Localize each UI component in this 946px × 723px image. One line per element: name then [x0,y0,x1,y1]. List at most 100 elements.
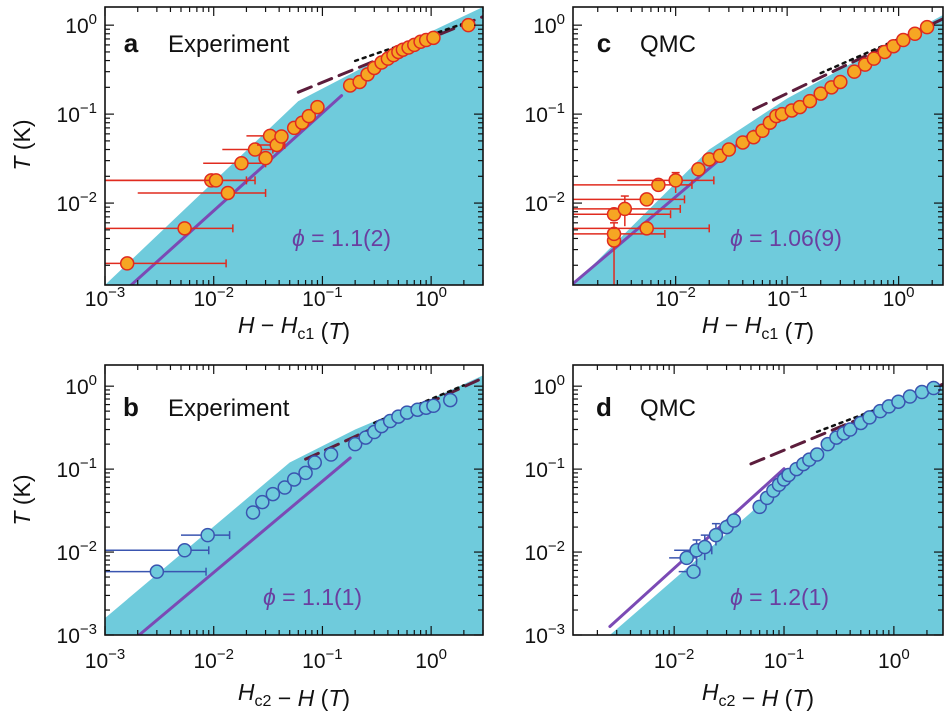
data-point [443,392,458,408]
plot-frame [572,364,944,636]
data-point [234,156,249,171]
data-point [833,74,848,90]
x-tick-label: 10−3 [85,646,125,673]
y-tick-label: 100 [533,372,565,399]
data-point [149,564,165,579]
data-point [119,256,135,271]
phi-exponent-label: ϕ = 1.2(1) [730,584,829,610]
y-tick-label: 10−1 [525,100,565,127]
x-axis-label: Hc2 − H (T) [238,679,350,711]
tick-marks [104,365,484,636]
y-tick-label: 10−2 [57,189,97,216]
y-tick-label: 10−3 [525,621,565,648]
data-point [919,19,935,35]
panel-title: QMC [640,31,696,58]
y-tick-label: 10−1 [57,100,97,127]
data-point [813,86,828,101]
data-point [177,543,192,558]
data-point [255,494,270,510]
tick-marks [573,7,943,285]
plot-area [608,380,943,635]
y-tick-label: 100 [65,11,97,38]
x-tick-label: 10−2 [193,284,233,311]
data-point [301,108,317,124]
data-point [247,142,263,157]
data-point [177,221,192,236]
data-point [639,192,654,207]
y-tick-label: 100 [533,11,565,38]
data-point [866,51,882,66]
data-point [307,455,322,470]
data-point [461,17,476,33]
x-tick-label: 10−2 [193,646,233,673]
data-point [726,513,742,528]
y-tick-label: 10−2 [525,538,565,565]
x-tick-label: 10−1 [302,646,342,673]
y-axis-label: T (K) [9,474,35,525]
data-point [847,64,862,79]
data-point [691,162,706,177]
data-point [617,201,633,217]
x-tick-label: 100 [415,284,447,311]
data-point [721,142,737,157]
x-tick-label: 10−1 [764,646,804,673]
data-point [274,129,289,144]
data-point [220,185,236,201]
plot-area [105,7,483,285]
y-tick-label: 10−1 [525,455,565,482]
panel-b: 10−3 10−2 10−1 100 10−3 10−2 10−1 100 Hc2 − H (T… [9,364,484,711]
data-point [862,410,877,425]
panel-title: QMC [640,395,696,422]
panel-letter: c [597,28,611,58]
y-tick-label: 100 [65,372,97,399]
data-point [679,550,694,566]
y-tick-label: 10−3 [57,621,97,648]
dashed-fit-line [749,382,943,466]
panel-letter: a [124,28,139,58]
plot-area [573,15,943,285]
data-point [323,447,339,462]
x-tick-label: 10−1 [302,284,342,311]
plot-frame [104,6,484,286]
data-point [668,173,683,188]
data-point [651,177,666,193]
plot-frame [104,364,484,636]
shaded-region [573,15,943,285]
data-point [347,436,363,452]
tick-marks [573,365,943,636]
x-tick-label: 100 [878,646,910,673]
phi-exponent-label: ϕ = 1.1(2) [292,225,391,251]
data-point [310,99,325,115]
x-axis-label: Hc2 − H (T) [702,679,814,711]
x-tick-label: 100 [415,646,447,673]
data-point [895,32,911,48]
phi-exponent-label: ϕ = 1.1(1) [263,584,362,610]
x-tick-label: 10−1 [767,284,807,311]
panel-title: Experiment [168,31,290,58]
y-tick-label: 10−2 [57,538,97,565]
data-point [277,480,292,495]
power-law-fit-line [128,94,344,285]
x-axis-label: H − Hc1 (T) [702,312,814,344]
data-point [286,472,302,487]
panel-c: 10−2 10−1 100 10−2 10−1 100 H − Hc1 (T) c QMC ϕ =… [525,6,944,344]
y-axis-label: T (K) [9,119,35,170]
data-point [245,505,261,520]
x-tick-label: 10−2 [654,646,694,673]
data-point [258,150,273,166]
power-law-fit-line [136,456,352,635]
data-point [686,564,701,579]
tick-marks [104,7,484,285]
data-point [265,486,281,502]
data-point [708,527,724,543]
panel-title: Experiment [168,395,290,422]
y-tick-label: 10−1 [57,455,97,482]
data-point [200,527,215,543]
data-point [802,93,818,109]
data-point [697,539,713,555]
panel-d: 10−2 10−1 100 10−3 10−2 10−1 100 Hc2 − H (T) d QM… [525,364,944,711]
data-point [426,30,441,46]
panel-letter: b [123,392,139,422]
x-axis-label: H − Hc1 (T) [238,312,350,344]
